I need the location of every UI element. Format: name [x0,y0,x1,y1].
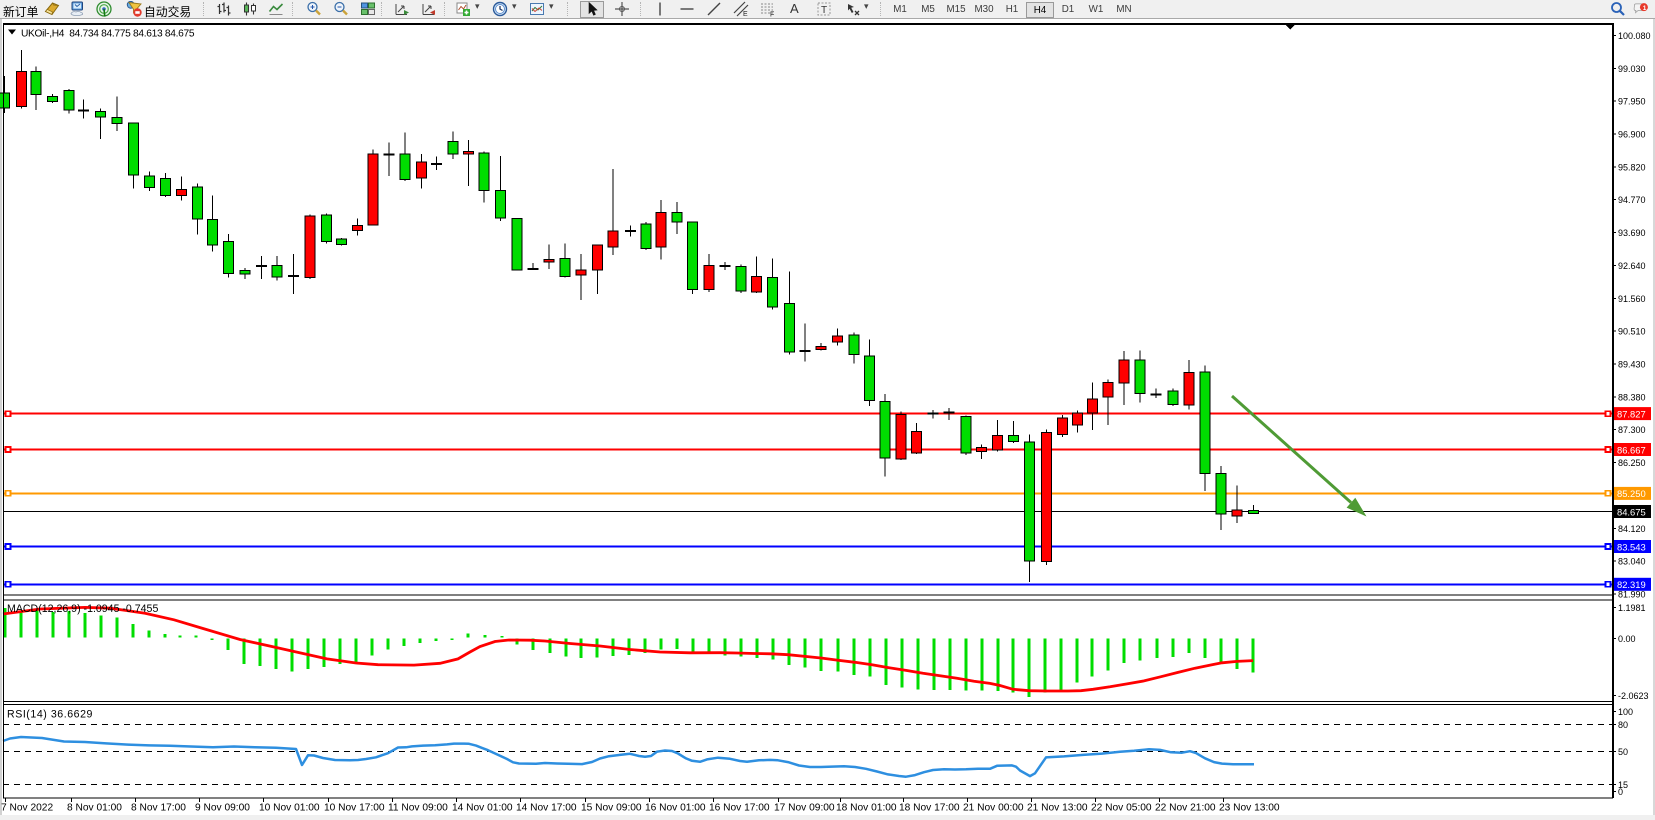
svg-text:15 Nov 09:00: 15 Nov 09:00 [581,803,642,814]
svg-text:RSI(14) 36.6629: RSI(14) 36.6629 [7,709,93,721]
svg-text:-2.0623: -2.0623 [1618,691,1649,701]
svg-text:11 Nov 09:00: 11 Nov 09:00 [388,803,448,814]
svg-text:90.510: 90.510 [1618,327,1646,337]
svg-text:T: T [821,5,827,16]
svg-text:83.040: 83.040 [1618,557,1646,567]
svg-text:84.120: 84.120 [1618,524,1646,534]
svg-text:86.250: 86.250 [1618,458,1646,468]
svg-text:10 Nov 01:00: 10 Nov 01:00 [259,803,320,814]
svg-text:23 Nov 13:00: 23 Nov 13:00 [1219,803,1280,814]
svg-text:1.1981: 1.1981 [1618,603,1646,613]
svg-text:21 Nov 13:00: 21 Nov 13:00 [1027,803,1088,814]
svg-text:UKOil-,H4 84.734 84.775 84.61: UKOil-,H4 84.734 84.775 84.613 84.675 [21,29,195,40]
svg-text:88.380: 88.380 [1618,392,1646,402]
svg-text:21 Nov 00:00: 21 Nov 00:00 [963,803,1024,814]
svg-text:1: 1 [1643,5,1647,12]
svg-text:94.770: 94.770 [1618,195,1646,205]
svg-text:85.250: 85.250 [1617,488,1646,499]
svg-text:50: 50 [1618,747,1628,757]
svg-text:81.990: 81.990 [1618,590,1646,600]
svg-text:22 Nov 21:00: 22 Nov 21:00 [1155,803,1216,814]
svg-text:18 Nov 01:00: 18 Nov 01:00 [836,803,897,814]
svg-text:14 Nov 01:00: 14 Nov 01:00 [452,803,513,814]
svg-text:0.00: 0.00 [1618,634,1636,644]
svg-text:15: 15 [1618,780,1628,790]
svg-text:87.827: 87.827 [1617,408,1646,419]
svg-text:95.820: 95.820 [1618,162,1646,172]
svg-text:91.560: 91.560 [1618,294,1646,304]
svg-text:F: F [770,12,774,18]
svg-text:84.675: 84.675 [1617,506,1646,517]
svg-text:7 Nov 2022: 7 Nov 2022 [1,803,53,814]
svg-text:80: 80 [1618,720,1628,730]
svg-text:86.667: 86.667 [1617,444,1646,455]
svg-text:E: E [743,11,748,17]
svg-text:16 Nov 17:00: 16 Nov 17:00 [709,803,770,814]
svg-text:92.640: 92.640 [1618,261,1646,271]
svg-text:0: 0 [1618,787,1623,797]
svg-text:99.030: 99.030 [1618,64,1646,74]
svg-text:100: 100 [1618,707,1633,717]
svg-text:93.690: 93.690 [1618,228,1646,238]
svg-text:22 Nov 05:00: 22 Nov 05:00 [1091,803,1152,814]
svg-text:16 Nov 01:00: 16 Nov 01:00 [645,803,706,814]
svg-text:82.319: 82.319 [1617,579,1646,590]
svg-text:89.430: 89.430 [1618,360,1646,370]
svg-text:9 Nov 09:00: 9 Nov 09:00 [195,803,250,814]
svg-text:18 Nov 17:00: 18 Nov 17:00 [899,803,960,814]
svg-text:8 Nov 01:00: 8 Nov 01:00 [67,803,122,814]
svg-text:97.950: 97.950 [1618,97,1646,107]
svg-text:8 Nov 17:00: 8 Nov 17:00 [131,803,186,814]
svg-text:96.900: 96.900 [1618,130,1646,140]
svg-text:100.080: 100.080 [1618,31,1651,41]
svg-text:14 Nov 17:00: 14 Nov 17:00 [516,803,577,814]
svg-text:10 Nov 17:00: 10 Nov 17:00 [324,803,385,814]
svg-text:17 Nov 09:00: 17 Nov 09:00 [774,803,835,814]
svg-text:MACD(12,26,9) -1.0945 -0.7455: MACD(12,26,9) -1.0945 -0.7455 [7,603,158,615]
svg-text:83.543: 83.543 [1617,541,1646,552]
svg-text:87.300: 87.300 [1618,425,1646,435]
